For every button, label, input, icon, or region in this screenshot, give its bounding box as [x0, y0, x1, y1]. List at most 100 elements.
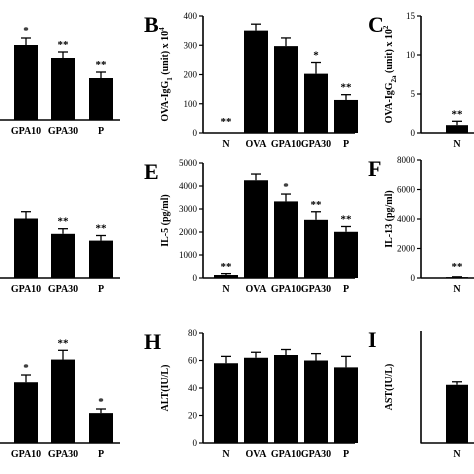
- significance-label: *: [313, 50, 319, 62]
- y-tick-label: 0: [193, 273, 198, 283]
- bar: [446, 277, 468, 278]
- y-tick-label: 3000: [179, 204, 198, 214]
- y-tick-label: 4000: [179, 181, 198, 191]
- bar: [214, 363, 238, 443]
- x-tick-label: P: [98, 126, 104, 137]
- x-tick-label: P: [98, 284, 104, 295]
- bar: [304, 73, 328, 133]
- bar: [304, 360, 328, 443]
- bar: [274, 46, 298, 133]
- significance-label: **: [341, 82, 353, 94]
- chart-panel-f: 0 2000 4000 6000 8000 F N **: [368, 155, 474, 295]
- bar: [14, 45, 38, 120]
- y-tick-label: 10: [406, 50, 416, 60]
- x-tick-label: GPA10: [271, 449, 301, 460]
- panel-letter: B: [144, 12, 159, 37]
- significance-label: *: [23, 25, 29, 37]
- x-tick-label: GPA10: [271, 284, 301, 295]
- chart-panel-partial-0: GPA10 * GPA30 ** P **: [0, 25, 120, 137]
- significance-label: **: [58, 39, 70, 51]
- y-tick-label: 100: [184, 99, 198, 109]
- y-axis-label: OVA-IgG2a (unit) x 102: [382, 25, 398, 123]
- bar: [446, 125, 468, 133]
- significance-label: **: [221, 116, 233, 128]
- chart-panel-c: 0 5 10 15 C N **: [368, 11, 474, 150]
- bar: [14, 382, 38, 443]
- panel-letter: E: [144, 159, 159, 184]
- bar: [89, 78, 113, 120]
- significance-label: **: [452, 108, 464, 120]
- bar: [89, 240, 113, 278]
- chart-panel-b: 0 100 200 300 400 B N ** OVA GPA10 GPA30 * P **: [144, 11, 358, 150]
- bar: [244, 357, 268, 443]
- x-tick-label: GPA30: [48, 284, 78, 295]
- bar: [89, 413, 113, 443]
- x-tick-label: OVA: [246, 449, 268, 460]
- significance-label: **: [58, 337, 70, 349]
- y-axis-label: IL-13 (pg/ml): [384, 190, 395, 248]
- y-tick-label: 40: [188, 383, 198, 393]
- significance-label: **: [221, 261, 233, 273]
- bar: [214, 275, 238, 278]
- x-tick-label: N: [222, 139, 230, 150]
- y-tick-label: 5000: [179, 158, 198, 168]
- significance-label: **: [452, 261, 464, 273]
- significance-label: **: [96, 59, 108, 71]
- y-tick-label: 1000: [179, 250, 198, 260]
- bar: [14, 218, 38, 278]
- bar: [446, 384, 468, 443]
- y-tick-label: 200: [184, 70, 198, 80]
- x-tick-label: GPA10: [11, 284, 41, 295]
- chart-panel-i: IN: [368, 327, 474, 460]
- panel-letter: I: [368, 327, 377, 352]
- y-tick-label: 6000: [397, 185, 416, 195]
- y-axis-label: ALT(IU/L): [160, 365, 171, 412]
- bar: [334, 99, 358, 133]
- x-tick-label: GPA30: [301, 139, 331, 150]
- bar: [304, 219, 328, 278]
- y-tick-label: 60: [188, 356, 198, 366]
- y-tick-label: 15: [406, 11, 416, 21]
- x-tick-label: P: [343, 449, 349, 460]
- chart-panel-partial-3: GPA10 GPA30 ** P **: [0, 211, 120, 295]
- x-tick-label: P: [343, 284, 349, 295]
- x-tick-label: P: [343, 139, 349, 150]
- chart-panel-e: 0 1000 2000 3000 4000 5000 E N ** OVA GPA10 * GPA30 *…: [144, 158, 358, 295]
- y-tick-label: 400: [184, 11, 198, 21]
- y-tick-label: 8000: [397, 155, 416, 165]
- bar: [51, 233, 75, 278]
- significance-label: **: [58, 216, 70, 228]
- x-tick-label: OVA: [246, 139, 268, 150]
- panel-letter: H: [144, 329, 161, 354]
- y-tick-label: 2000: [397, 244, 416, 254]
- y-axis-label: AST(IU/L): [384, 364, 395, 411]
- bar: [244, 30, 268, 133]
- x-tick-label: GPA30: [301, 284, 331, 295]
- y-axis-label: OVA-IgG1 (unit) x 104: [158, 27, 174, 122]
- x-tick-label: N: [453, 139, 461, 150]
- y-tick-label: 4000: [397, 214, 416, 224]
- significance-label: **: [311, 199, 323, 211]
- bar: [244, 180, 268, 278]
- significance-label: *: [283, 181, 289, 193]
- bar: [51, 58, 75, 120]
- x-tick-label: GPA30: [48, 126, 78, 137]
- y-tick-label: 20: [188, 411, 198, 421]
- chart-panel-partial-6: GPA10 * GPA30 ** P *: [0, 337, 120, 460]
- bar: [334, 367, 358, 443]
- chart-panel-h: 0 20 40 60 80 H N OVA GPA10 GPA30 P: [144, 328, 358, 460]
- bar: [274, 201, 298, 278]
- x-tick-label: GPA30: [48, 449, 78, 460]
- y-tick-label: 0: [411, 273, 416, 283]
- y-tick-label: 2000: [179, 227, 198, 237]
- x-tick-label: GPA10: [271, 139, 301, 150]
- x-tick-label: OVA: [246, 284, 268, 295]
- y-tick-label: 300: [184, 40, 198, 50]
- bar: [51, 359, 75, 443]
- significance-label: *: [98, 396, 104, 408]
- x-tick-label: N: [222, 449, 230, 460]
- y-tick-label: 5: [411, 89, 416, 99]
- significance-label: **: [341, 213, 353, 225]
- bar: [274, 355, 298, 443]
